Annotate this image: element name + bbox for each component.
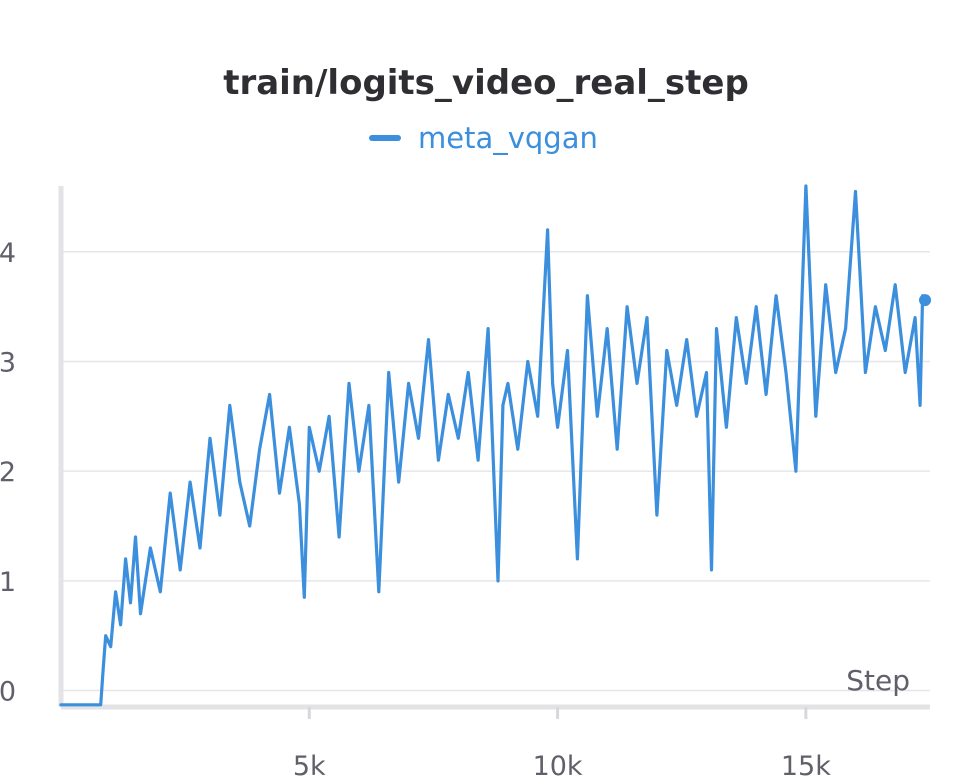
x-tick-label: 15k <box>781 751 831 782</box>
x-axis-title: Step <box>846 664 910 697</box>
series-end-point <box>919 294 932 307</box>
chart-title: train/logits_video_real_step <box>223 63 749 103</box>
y-tick-label: 3 <box>0 347 16 378</box>
legend[interactable]: meta_vqgan <box>369 121 598 155</box>
y-tick-label: 2 <box>0 457 16 488</box>
x-axis-ticks: 5k 10k 15k <box>293 707 831 782</box>
y-axis-ticks: 0 1 2 3 4 <box>0 238 16 708</box>
series-line-meta-vqgan <box>59 184 927 707</box>
x-tick-label: 5k <box>293 751 326 782</box>
x-tick-label: 10k <box>533 751 583 782</box>
gridlines <box>61 251 930 692</box>
y-tick-label: 4 <box>0 238 16 269</box>
y-tick-label: 1 <box>0 567 16 598</box>
axes <box>58 186 930 710</box>
y-tick-label: 0 <box>0 677 16 708</box>
legend-label-meta-vqgan: meta_vqgan <box>418 121 598 155</box>
series-layer <box>59 184 932 707</box>
